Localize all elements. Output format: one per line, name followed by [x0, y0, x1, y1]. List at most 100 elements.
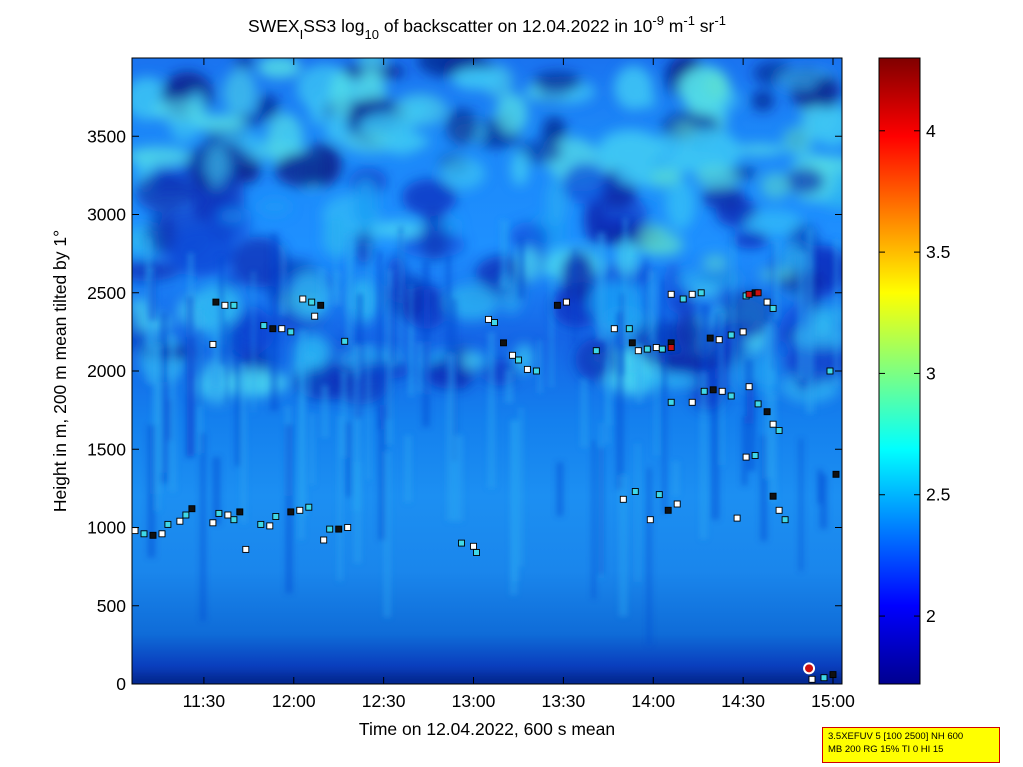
cloud-layer-marker [700, 387, 708, 395]
cloud-layer-marker [209, 340, 217, 348]
cloud-layer-marker [631, 488, 639, 495]
cloud-layer-marker [592, 347, 600, 355]
cloud-layer-marker [553, 301, 561, 309]
cloud-layer-marker [485, 315, 492, 323]
y-tick-label: 1000 [87, 518, 126, 538]
cloud-layer-marker [769, 420, 777, 428]
cloud-layer-marker [515, 356, 522, 364]
y-tick-label: 2000 [87, 361, 126, 381]
cloud-layer-marker [706, 334, 714, 342]
cloud-layer-marker [739, 328, 747, 336]
x-axis-label: Time on 12.04.2022, 600 s mean [359, 719, 615, 739]
highlight-marker [754, 289, 762, 297]
cloud-layer-marker [164, 520, 172, 528]
cloud-layer-marker [742, 453, 750, 461]
cloud-layer-marker [826, 367, 834, 375]
cloud-layer-marker [212, 298, 220, 306]
cloud-layer-marker [643, 345, 651, 353]
x-tick-label: 14:30 [721, 691, 765, 711]
cloud-layer-marker [763, 408, 771, 416]
cloud-layer-marker [473, 549, 480, 556]
highlight-marker [667, 344, 675, 351]
cloud-layer-marker [781, 516, 789, 524]
cloud-layer-marker [458, 539, 465, 547]
cloud-layer-marker [820, 674, 828, 682]
cloud-layer-marker [149, 531, 157, 539]
cloud-layer-marker [509, 351, 516, 359]
cloud-layer-marker [646, 516, 654, 524]
cloud-layer-marker [132, 527, 139, 535]
cloud-layer-marker [829, 671, 837, 679]
y-tick-label: 3500 [87, 126, 126, 146]
cloud-layer-marker [158, 530, 166, 538]
y-tick-label: 500 [97, 596, 126, 616]
cloud-layer-marker [236, 508, 244, 516]
x-tick-label: 14:00 [631, 691, 675, 711]
cloud-layer-marker [320, 536, 328, 544]
cloud-layer-marker [242, 545, 250, 553]
cloud-layer-marker [341, 337, 349, 345]
cloud-layer-marker [215, 509, 223, 517]
cloud-layer-marker [317, 301, 325, 309]
cloud-layer-marker [745, 383, 753, 391]
settings-info-box: 3.5XEFUV 5 [100 2500] NH 600 MB 200 RG 1… [822, 727, 1000, 763]
cloud-layer-marker [775, 506, 783, 514]
y-tick-label: 3000 [87, 205, 126, 225]
cloud-layer-marker [272, 513, 280, 520]
chart-title: SWEXISS3 log10 of backscatter on 12.04.2… [248, 13, 726, 42]
highlight-marker [745, 290, 753, 298]
cloud-layer-marker [775, 427, 783, 434]
cloud-layer-marker [727, 331, 735, 339]
colorbar-tick-label: 2 [926, 606, 936, 626]
cloud-layer-marker [718, 387, 726, 395]
cloud-layer-marker [326, 525, 334, 533]
x-tick-label: 15:00 [811, 691, 855, 711]
cloud-layer-marker [628, 339, 636, 347]
cloud-layer-marker [230, 301, 238, 309]
cloud-layer-marker [679, 295, 687, 303]
info-line-2: MB 200 RG 15% TI 0 HI 15 [828, 744, 944, 755]
cloud-layer-markers [132, 289, 840, 683]
colorbar-axis: 2 2.5 3 3.5 4 [879, 121, 950, 626]
cloud-layer-marker [634, 347, 642, 355]
heatmap [132, 58, 842, 684]
cloud-layer-marker [652, 344, 660, 351]
cloud-layer-marker [532, 367, 540, 375]
y-tick-label: 1500 [87, 439, 126, 459]
cloud-layer-marker [299, 295, 307, 303]
y-axis: 0 500 1000 1500 2000 2500 3000 3500 [87, 126, 842, 694]
cloud-layer-marker [808, 675, 816, 683]
cloud-layer-marker [140, 530, 148, 538]
cloud-layer-marker [182, 511, 190, 519]
cloud-layer-marker [733, 514, 741, 522]
cloud-layer-marker [667, 290, 675, 298]
cloud-layer-marker [311, 312, 319, 320]
cloud-layer-marker [260, 322, 268, 330]
y-tick-label: 0 [116, 674, 126, 694]
cloud-layer-marker [658, 345, 666, 353]
cloud-layer-marker [224, 511, 232, 519]
y-axis-label: Height in m, 200 m mean tilted by 1° [50, 230, 70, 512]
cloud-layer-marker [230, 516, 238, 524]
cloud-layer-marker [257, 520, 265, 528]
cloud-layer-marker [610, 325, 618, 333]
cloud-layer-marker [278, 325, 286, 333]
cloud-layer-marker [269, 325, 277, 333]
cloud-layer-marker [709, 386, 717, 394]
colorbar-tick-label: 4 [926, 121, 936, 141]
cloud-layer-marker [287, 508, 295, 516]
ground-marker [803, 662, 816, 675]
cloud-layer-marker [667, 398, 675, 406]
cloud-layer-marker [664, 506, 672, 514]
x-tick-label: 12:00 [272, 691, 316, 711]
cloud-layer-marker [673, 500, 681, 508]
cloud-layer-marker [688, 290, 696, 298]
colorbar-tick-label: 2.5 [926, 485, 950, 505]
cloud-layer-marker [296, 506, 304, 514]
cloud-layer-marker [655, 491, 663, 499]
cloud-layer-marker [209, 519, 217, 527]
cloud-layer-marker [491, 319, 498, 326]
cloud-layer-marker [470, 542, 477, 550]
cloud-layer-marker [769, 492, 777, 500]
